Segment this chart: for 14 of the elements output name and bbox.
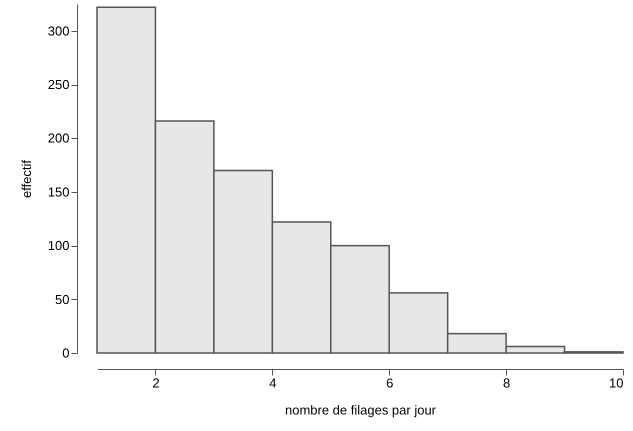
x-tick-label: 4 <box>269 376 276 390</box>
y-tick-label: 200 <box>48 130 70 146</box>
y-tick-label: 250 <box>48 77 70 92</box>
x-tick-label: 10 <box>609 376 624 390</box>
y-tick-label: 0 <box>62 346 70 360</box>
y-tick-label: 300 <box>48 23 70 38</box>
y-axis-title: effectif <box>18 160 34 198</box>
y-tick-label: 150 <box>48 184 70 200</box>
y-tick-label: 100 <box>48 238 70 254</box>
y-tick-label: 50 <box>55 292 70 307</box>
x-axis-title: nombre de filages par jour <box>284 402 437 418</box>
x-tick-label: 8 <box>502 376 510 390</box>
x-tick-label: 2 <box>152 376 160 390</box>
x-tick-label: 6 <box>386 376 394 390</box>
